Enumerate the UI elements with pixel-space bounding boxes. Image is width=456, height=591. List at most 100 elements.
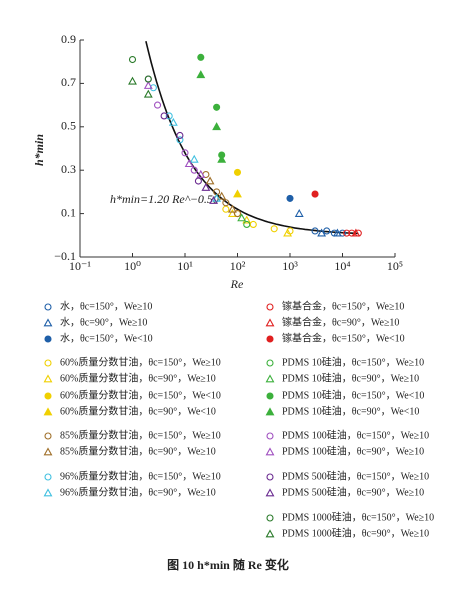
x-tick-label: 10⁻¹ — [69, 259, 91, 273]
legend-marker — [266, 392, 274, 400]
point — [160, 112, 168, 120]
point — [128, 55, 137, 64]
point — [217, 154, 227, 163]
legend-label: PDMS 10硅油，θc=90°，We<10 — [282, 404, 419, 417]
legend-label: 水，θc=90°，We≥10 — [60, 316, 147, 328]
point — [153, 101, 162, 109]
y-tick-label: 0.3 — [61, 162, 76, 176]
legend-marker — [44, 392, 52, 400]
legend-label: 96%质量分数甘油，θc=150°，We≥10 — [60, 469, 221, 482]
point — [237, 213, 247, 222]
point — [190, 166, 198, 174]
legend-label: PDMS 1000硅油，θc=90°，We≥10 — [282, 526, 429, 539]
legend-marker — [266, 514, 274, 522]
point — [149, 84, 157, 92]
y-axis-label: h*min — [32, 134, 46, 166]
point — [176, 136, 184, 144]
point — [311, 227, 319, 235]
point — [249, 220, 257, 228]
legend-label: PDMS 100硅油，θc=90°，We≥10 — [282, 444, 424, 457]
point — [323, 227, 331, 235]
point — [196, 70, 206, 79]
legend-marker — [266, 335, 274, 343]
legend-marker — [266, 432, 274, 440]
point — [222, 205, 230, 213]
legend-marker — [43, 407, 53, 416]
point — [213, 103, 221, 111]
legend-marker — [265, 318, 275, 327]
point — [168, 117, 178, 126]
point — [143, 89, 153, 98]
point — [184, 159, 194, 168]
y-tick-label: 0.7 — [61, 75, 76, 89]
point — [343, 229, 351, 237]
point — [227, 204, 237, 213]
point — [128, 76, 137, 85]
point — [196, 169, 206, 178]
legend-marker — [265, 407, 275, 416]
point — [176, 131, 184, 140]
point — [233, 189, 242, 198]
point — [181, 149, 189, 157]
legend-marker — [266, 473, 274, 481]
y-tick-label: −0.1 — [54, 249, 76, 263]
legend-marker — [44, 432, 52, 440]
legend-marker — [43, 488, 53, 497]
legend-label: PDMS 100硅油，θc=150°，We≥10 — [282, 428, 429, 441]
legend-label: PDMS 1000硅油，θc=150°，We≥10 — [282, 510, 434, 523]
point — [317, 228, 327, 237]
legend-marker — [266, 359, 274, 367]
legend-label: PDMS 10硅油，θc=150°，We≥10 — [282, 355, 424, 368]
y-tick-label: 0.1 — [61, 205, 76, 219]
x-tick-label: 10³ — [282, 259, 298, 273]
point — [189, 154, 199, 163]
point — [205, 176, 215, 185]
point — [270, 225, 278, 233]
point — [143, 80, 153, 89]
legend-label: 水，θc=150°，We<10 — [60, 332, 153, 344]
legend-label: 镓基合金，θc=150°，We≥10 — [282, 299, 404, 312]
legend-marker — [44, 303, 52, 311]
point — [243, 220, 251, 228]
legend-marker — [44, 359, 52, 367]
caption: 图 10 h*min 随 Re 变化 — [167, 557, 289, 572]
point — [286, 194, 294, 202]
legend-label: 85%质量分数甘油，θc=90°，We≥10 — [60, 444, 216, 457]
legend-marker — [265, 447, 275, 456]
x-tick-label: 10¹ — [177, 259, 193, 273]
legend-label: 96%质量分数甘油，θc=90°，We≥10 — [60, 485, 216, 498]
legend-label: 60%质量分数甘油，θc=90°，We<10 — [60, 404, 216, 417]
point — [201, 182, 211, 191]
legend-marker — [44, 335, 52, 343]
legend-marker — [43, 374, 53, 383]
legend-marker — [43, 318, 53, 327]
legend-label: PDMS 10硅油，θc=150°，We<10 — [282, 388, 424, 401]
point — [283, 228, 293, 237]
legend-label: 镓基合金，θc=90°，We≥10 — [282, 315, 399, 328]
point — [165, 112, 173, 120]
legend-label: PDMS 10硅油，θc=90°，We≥10 — [282, 371, 419, 384]
point — [212, 193, 222, 202]
point — [233, 210, 242, 218]
legend-label: 60%质量分数甘油，θc=90°，We≥10 — [60, 371, 216, 384]
legend-label: 水，θc=150°，We≥10 — [60, 300, 152, 312]
point — [217, 191, 227, 200]
legend-marker — [265, 529, 275, 538]
y-tick-label: 0.9 — [61, 32, 76, 46]
legend-marker — [266, 303, 274, 311]
x-tick-label: 10⁴ — [334, 259, 350, 273]
legend-label: PDMS 500硅油，θc=150°，We≥10 — [282, 469, 429, 482]
legend-label: 镓基合金，θc=150°，We<10 — [282, 331, 405, 344]
point — [197, 53, 205, 61]
point — [144, 75, 152, 83]
legend-marker — [265, 374, 275, 383]
point — [311, 190, 319, 198]
x-tick-label: 10² — [230, 259, 246, 273]
x-tick-label: 10⁵ — [387, 259, 403, 273]
point — [222, 199, 230, 207]
legend-marker — [44, 473, 52, 481]
legend-label: PDMS 500硅油，θc=90°，We≥10 — [282, 485, 424, 498]
legend-label: 85%质量分数甘油，θc=150°，We≥10 — [60, 428, 221, 441]
annotation: h*min=1.20 Re^−0.50 — [110, 192, 219, 206]
